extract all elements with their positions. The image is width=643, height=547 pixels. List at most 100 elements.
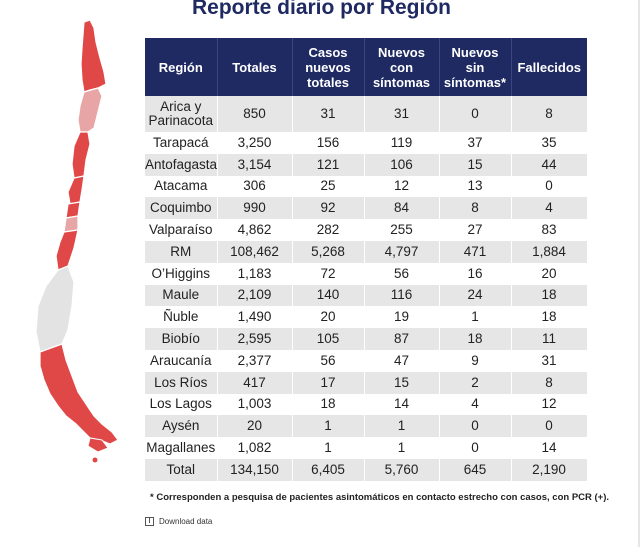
cell-region: Araucanía <box>145 349 218 372</box>
cell-sin-sintomas: 16 <box>439 262 512 285</box>
cell-region: Valparaíso <box>145 219 218 241</box>
cell-fallecidos: 44 <box>511 153 588 176</box>
cell-region: Tarapacá <box>145 132 218 154</box>
cell-casos-nuevos: 5,268 <box>292 240 365 263</box>
map-region-north <box>80 20 107 93</box>
cell-sin-sintomas: 15 <box>439 153 512 176</box>
cell-region: Los Ríos <box>145 371 218 394</box>
cell-con-sintomas: 5,760 <box>364 458 440 481</box>
header-casos-nuevos: Casos nuevos totales <box>292 38 365 96</box>
cell-totales: 3,154 <box>217 153 293 176</box>
cell-con-sintomas: 12 <box>364 175 440 198</box>
table-row: Atacama 306 25 12 13 0 <box>145 175 588 198</box>
cell-fallecidos: 8 <box>511 96 588 132</box>
cell-con-sintomas: 19 <box>364 306 440 329</box>
table-row: Aysén 20 1 1 0 0 <box>145 415 588 438</box>
cell-fallecidos: 0 <box>511 415 588 438</box>
map-region-central <box>55 229 79 271</box>
cell-region: Antofagasta <box>145 153 218 176</box>
cell-region: Maule <box>145 284 218 307</box>
header-con-sintomas: Nuevos con síntomas <box>364 38 440 96</box>
table-footnote: * Corresponden a pesquisa de pacientes a… <box>150 492 610 503</box>
cell-casos-nuevos: 140 <box>292 284 365 307</box>
cell-casos-nuevos: 20 <box>292 306 365 329</box>
cell-casos-nuevos: 1 <box>292 415 365 438</box>
cell-region: Aysén <box>145 415 218 438</box>
table-row: Coquimbo 990 92 84 8 4 <box>145 197 588 220</box>
cell-totales: 20 <box>217 415 293 438</box>
cell-totales: 306 <box>217 175 293 198</box>
cell-fallecidos: 18 <box>511 284 588 307</box>
cell-totales: 134,150 <box>217 458 293 481</box>
cell-casos-nuevos: 17 <box>292 371 365 394</box>
cell-fallecidos: 31 <box>511 349 588 372</box>
map-region-atacama <box>71 131 91 179</box>
cell-con-sintomas: 1 <box>364 415 440 438</box>
cell-con-sintomas: 119 <box>364 132 440 154</box>
cell-sin-sintomas: 37 <box>439 132 512 154</box>
cell-region: O’Higgins <box>145 262 218 285</box>
cell-casos-nuevos: 156 <box>292 132 365 154</box>
cell-region: Biobío <box>145 328 218 350</box>
cell-casos-nuevos: 121 <box>292 153 365 176</box>
cell-region: Atacama <box>145 175 218 198</box>
cell-totales: 1,490 <box>217 306 293 329</box>
cell-fallecidos: 35 <box>511 132 588 154</box>
cell-fallecidos: 20 <box>511 262 588 285</box>
page-right-border <box>638 0 640 547</box>
cell-region: Ñuble <box>145 306 218 329</box>
cell-fallecidos: 11 <box>511 328 588 350</box>
cell-totales: 4,862 <box>217 219 293 241</box>
map-region-island <box>92 457 98 463</box>
cell-totales: 2,377 <box>217 349 293 372</box>
cell-con-sintomas: 106 <box>364 153 440 176</box>
cell-casos-nuevos: 105 <box>292 328 365 350</box>
cell-sin-sintomas: 27 <box>439 219 512 241</box>
cell-region: Magallanes <box>145 437 218 459</box>
map-region-antofagasta <box>77 87 103 133</box>
cell-region: Los Lagos <box>145 393 218 416</box>
cell-totales: 990 <box>217 197 293 220</box>
page-title: Reporte diario por Región <box>191 0 451 19</box>
cell-casos-nuevos: 1 <box>292 437 365 459</box>
cell-sin-sintomas: 24 <box>439 284 512 307</box>
cell-casos-nuevos: 282 <box>292 219 365 241</box>
cell-sin-sintomas: 13 <box>439 175 512 198</box>
cell-con-sintomas: 31 <box>364 96 440 132</box>
map-region-gray-south <box>35 265 75 353</box>
cell-sin-sintomas: 1 <box>439 306 512 329</box>
cell-fallecidos: 14 <box>511 437 588 459</box>
cell-casos-nuevos: 92 <box>292 197 365 220</box>
cell-sin-sintomas: 4 <box>439 393 512 416</box>
map-region-far-south <box>39 343 119 445</box>
cell-sin-sintomas: 18 <box>439 328 512 350</box>
cell-sin-sintomas: 471 <box>439 240 512 263</box>
cell-fallecidos: 12 <box>511 393 588 416</box>
table-header-row: Región Totales Casos nuevos totales Nuev… <box>145 38 587 96</box>
cell-con-sintomas: 56 <box>364 262 440 285</box>
cell-con-sintomas: 14 <box>364 393 440 416</box>
download-icon <box>145 517 154 526</box>
cell-sin-sintomas: 9 <box>439 349 512 372</box>
cell-sin-sintomas: 8 <box>439 197 512 220</box>
download-data-link[interactable]: Download data <box>145 517 212 526</box>
header-fallecidos: Fallecidos <box>511 38 587 96</box>
map-region-tierra <box>87 437 109 453</box>
cell-casos-nuevos: 31 <box>292 96 365 132</box>
cell-totales: 2,595 <box>217 328 293 350</box>
cell-fallecidos: 18 <box>511 306 588 329</box>
table-row: O’Higgins 1,183 72 56 16 20 <box>145 262 588 285</box>
cell-con-sintomas: 84 <box>364 197 440 220</box>
cell-sin-sintomas: 645 <box>439 458 512 481</box>
chile-region-map <box>35 20 119 463</box>
header-sin-sintomas: Nuevos sin síntomas* <box>439 38 512 96</box>
table-row: Maule 2,109 140 116 24 18 <box>145 284 588 307</box>
cell-totales: 1,183 <box>217 262 293 285</box>
table-row: Antofagasta 3,154 121 106 15 44 <box>145 153 588 176</box>
cell-totales: 1,082 <box>217 437 293 459</box>
cell-region: RM <box>145 240 218 263</box>
cell-casos-nuevos: 72 <box>292 262 365 285</box>
cell-con-sintomas: 87 <box>364 328 440 350</box>
cell-con-sintomas: 1 <box>364 437 440 459</box>
cell-con-sintomas: 15 <box>364 371 440 394</box>
